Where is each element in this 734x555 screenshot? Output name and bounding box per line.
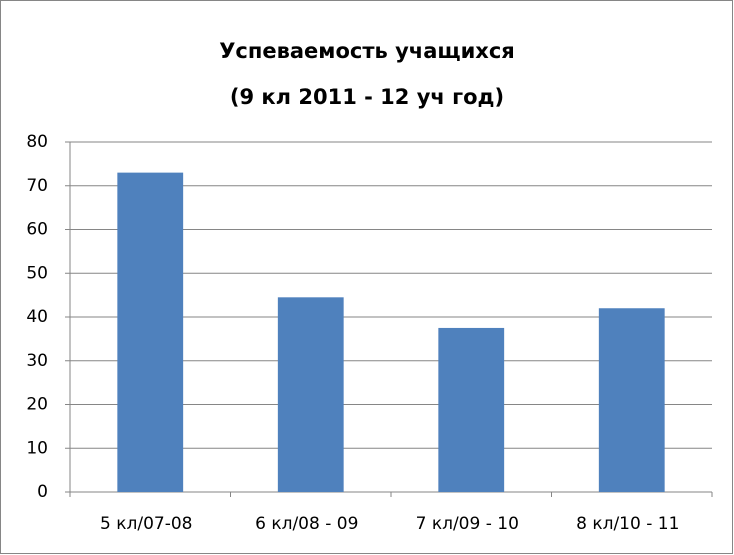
x-tick-label: 7 кл/09 - 10 — [416, 514, 519, 534]
bar — [117, 172, 184, 492]
y-tick-label: 80 — [26, 132, 48, 152]
y-tick-label: 30 — [26, 351, 48, 371]
y-tick-label: 50 — [26, 263, 48, 283]
y-tick-label: 70 — [26, 176, 48, 196]
chart-title: (9 кл 2011 - 12 уч год) — [230, 85, 504, 109]
y-tick-label: 10 — [26, 438, 48, 458]
y-tick-label: 40 — [26, 307, 48, 327]
bar — [277, 297, 344, 492]
x-tick-label: 6 кл/08 - 09 — [255, 514, 358, 534]
chart-title: Успеваемость учащихся — [219, 39, 515, 63]
bar — [438, 327, 505, 492]
y-tick-label: 0 — [37, 482, 48, 502]
bar — [598, 308, 665, 492]
x-tick-label: 8 кл/10 - 11 — [576, 514, 679, 534]
x-tick-label: 5 кл/07-08 — [100, 514, 192, 534]
y-tick-label: 60 — [26, 220, 48, 240]
y-tick-label: 20 — [26, 395, 48, 415]
